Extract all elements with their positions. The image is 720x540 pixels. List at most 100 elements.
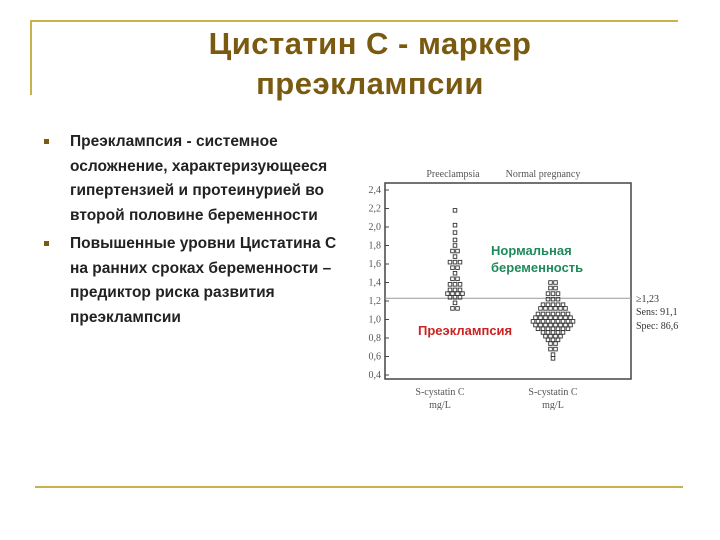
y-tick-label: 1,2 bbox=[369, 296, 382, 307]
normal-pregnancy-point bbox=[548, 333, 553, 339]
preeclampsia-point bbox=[452, 254, 458, 259]
preeclampsia-point bbox=[452, 230, 458, 235]
normal-pregnancy-point bbox=[550, 337, 556, 343]
normal-pregnancy-point bbox=[550, 319, 556, 324]
y-tick-label: 2,4 bbox=[369, 185, 382, 196]
y-tick-label: 1,6 bbox=[369, 259, 382, 270]
normal-pregnancy-point bbox=[555, 330, 561, 335]
preeclampsia-points bbox=[445, 208, 465, 311]
normal-pregnancy-point bbox=[548, 280, 553, 285]
preeclampsia-point bbox=[455, 291, 460, 296]
annotation-normal-line2: беременность bbox=[491, 260, 583, 275]
title-line-1: Цистатин С - маркер bbox=[208, 26, 532, 61]
frame-top-line bbox=[30, 20, 678, 22]
normal-pregnancy-point bbox=[553, 285, 558, 291]
normal-pregnancy-point bbox=[553, 315, 558, 320]
normal-pregnancy-point bbox=[548, 322, 553, 328]
preeclampsia-point bbox=[452, 300, 458, 306]
normal-pregnancy-point bbox=[543, 306, 548, 311]
normal-pregnancy-point bbox=[555, 296, 561, 302]
normal-pregnancy-point bbox=[540, 302, 546, 307]
normal-pregnancy-point bbox=[550, 311, 556, 317]
normal-pregnancy-point bbox=[560, 302, 566, 307]
normal-pregnancy-point bbox=[535, 311, 541, 317]
normal-pregnancy-point bbox=[555, 319, 561, 324]
normal-pregnancy-point bbox=[538, 306, 543, 311]
normal-pregnancy-point bbox=[545, 326, 551, 331]
y-tick-label: 2,0 bbox=[369, 222, 382, 233]
y-tick-label: 0,4 bbox=[369, 370, 382, 381]
normal-pregnancy-point bbox=[540, 326, 546, 331]
frame-left-line bbox=[30, 20, 32, 95]
normal-pregnancy-point bbox=[558, 333, 563, 339]
bullet-square-icon bbox=[44, 241, 49, 246]
normal-pregnancy-point bbox=[553, 322, 558, 328]
preeclampsia-point bbox=[455, 265, 460, 270]
xlabel-normal-line2: mg/L bbox=[542, 400, 564, 410]
chart-svg: 2,4 2,2 2,0 1,8 1,6 1,4 1,2 1,0 0,8 0,6 0,4 Preecl… bbox=[369, 169, 679, 410]
y-tick-label: 0,8 bbox=[369, 333, 382, 344]
normal-pregnancy-point bbox=[538, 322, 543, 328]
normal-pregnancy-point bbox=[548, 285, 553, 291]
title-line-2: преэклампсии bbox=[256, 66, 484, 101]
y-tick-label: 1,0 bbox=[369, 315, 382, 326]
normal-pregnancy-point bbox=[540, 311, 546, 317]
plot-frame bbox=[384, 182, 632, 380]
preeclampsia-point bbox=[445, 291, 450, 296]
bullet-text: Преэклампсия - системное осложнение, хар… bbox=[70, 133, 328, 224]
preeclampsia-point bbox=[447, 259, 453, 265]
preeclampsia-point bbox=[455, 306, 460, 311]
normal-pregnancy-point bbox=[545, 319, 551, 324]
normal-pregnancy-point bbox=[565, 311, 571, 317]
preeclampsia-point bbox=[452, 259, 458, 265]
cystatin-scatter-chart: 2,4 2,2 2,0 1,8 1,6 1,4 1,2 1,0 0,8 0,6 0,4 Preecl… bbox=[355, 165, 700, 410]
normal-pregnancy-point bbox=[550, 330, 556, 335]
normal-pregnancy-point bbox=[560, 311, 566, 317]
xlabel-normal-line1: S-cystatin C bbox=[528, 387, 577, 398]
slide-title: Цистатин С - маркер преэклампсии bbox=[120, 24, 620, 104]
bullet-item: Повышенные уровни Цистатина С на ранних … bbox=[40, 232, 350, 330]
normal-pregnancy-point bbox=[543, 333, 548, 339]
preeclampsia-point bbox=[452, 282, 458, 287]
normal-pregnancy-point bbox=[563, 315, 568, 320]
normal-pregnancy-point bbox=[560, 326, 566, 331]
preeclampsia-point bbox=[450, 265, 455, 270]
group-header-preeclampsia: Preeclampsia bbox=[426, 169, 480, 180]
y-tick-label: 2,2 bbox=[369, 204, 382, 215]
normal-pregnancy-point bbox=[545, 291, 551, 296]
y-tick-label: 1,4 bbox=[369, 278, 382, 289]
preeclampsia-point bbox=[457, 295, 463, 300]
preeclampsia-point bbox=[452, 222, 458, 228]
normal-pregnancy-point bbox=[550, 352, 556, 357]
preeclampsia-point bbox=[452, 295, 458, 300]
normal-pregnancy-point bbox=[553, 341, 558, 346]
normal-pregnancy-point bbox=[548, 341, 553, 346]
normal-pregnancy-point bbox=[553, 306, 558, 311]
normal-pregnancy-point bbox=[553, 333, 558, 339]
normal-pregnancy-point bbox=[548, 315, 553, 320]
normal-pregnancy-point bbox=[560, 330, 566, 335]
normal-pregnancy-point bbox=[548, 306, 553, 311]
group-header-normal: Normal pregnancy bbox=[506, 169, 581, 180]
normal-pregnancy-point bbox=[560, 319, 566, 324]
preeclampsia-point bbox=[450, 291, 455, 296]
normal-pregnancy-point bbox=[555, 337, 561, 343]
normal-pregnancy-point bbox=[555, 326, 561, 331]
bullet-square-icon bbox=[44, 139, 49, 144]
normal-pregnancy-point bbox=[540, 330, 546, 335]
normal-pregnancy-point bbox=[540, 319, 546, 324]
normal-pregnancy-point bbox=[545, 337, 551, 343]
preeclampsia-point bbox=[447, 282, 453, 287]
normal-pregnancy-point bbox=[568, 322, 573, 328]
preeclampsia-point bbox=[450, 276, 455, 282]
normal-pregnancy-point bbox=[538, 315, 543, 320]
normal-pregnancy-point bbox=[550, 291, 556, 296]
normal-pregnancy-point bbox=[545, 311, 551, 317]
preeclampsia-point bbox=[460, 291, 465, 296]
preeclampsia-point bbox=[452, 243, 458, 248]
bullet-text: Повышенные уровни Цистатина С на ранних … bbox=[70, 235, 337, 326]
normal-pregnancy-point bbox=[570, 319, 576, 324]
normal-pregnancy-point bbox=[543, 322, 548, 328]
y-tick-label: 0,6 bbox=[369, 352, 382, 363]
frame-bottom-line bbox=[35, 486, 683, 488]
